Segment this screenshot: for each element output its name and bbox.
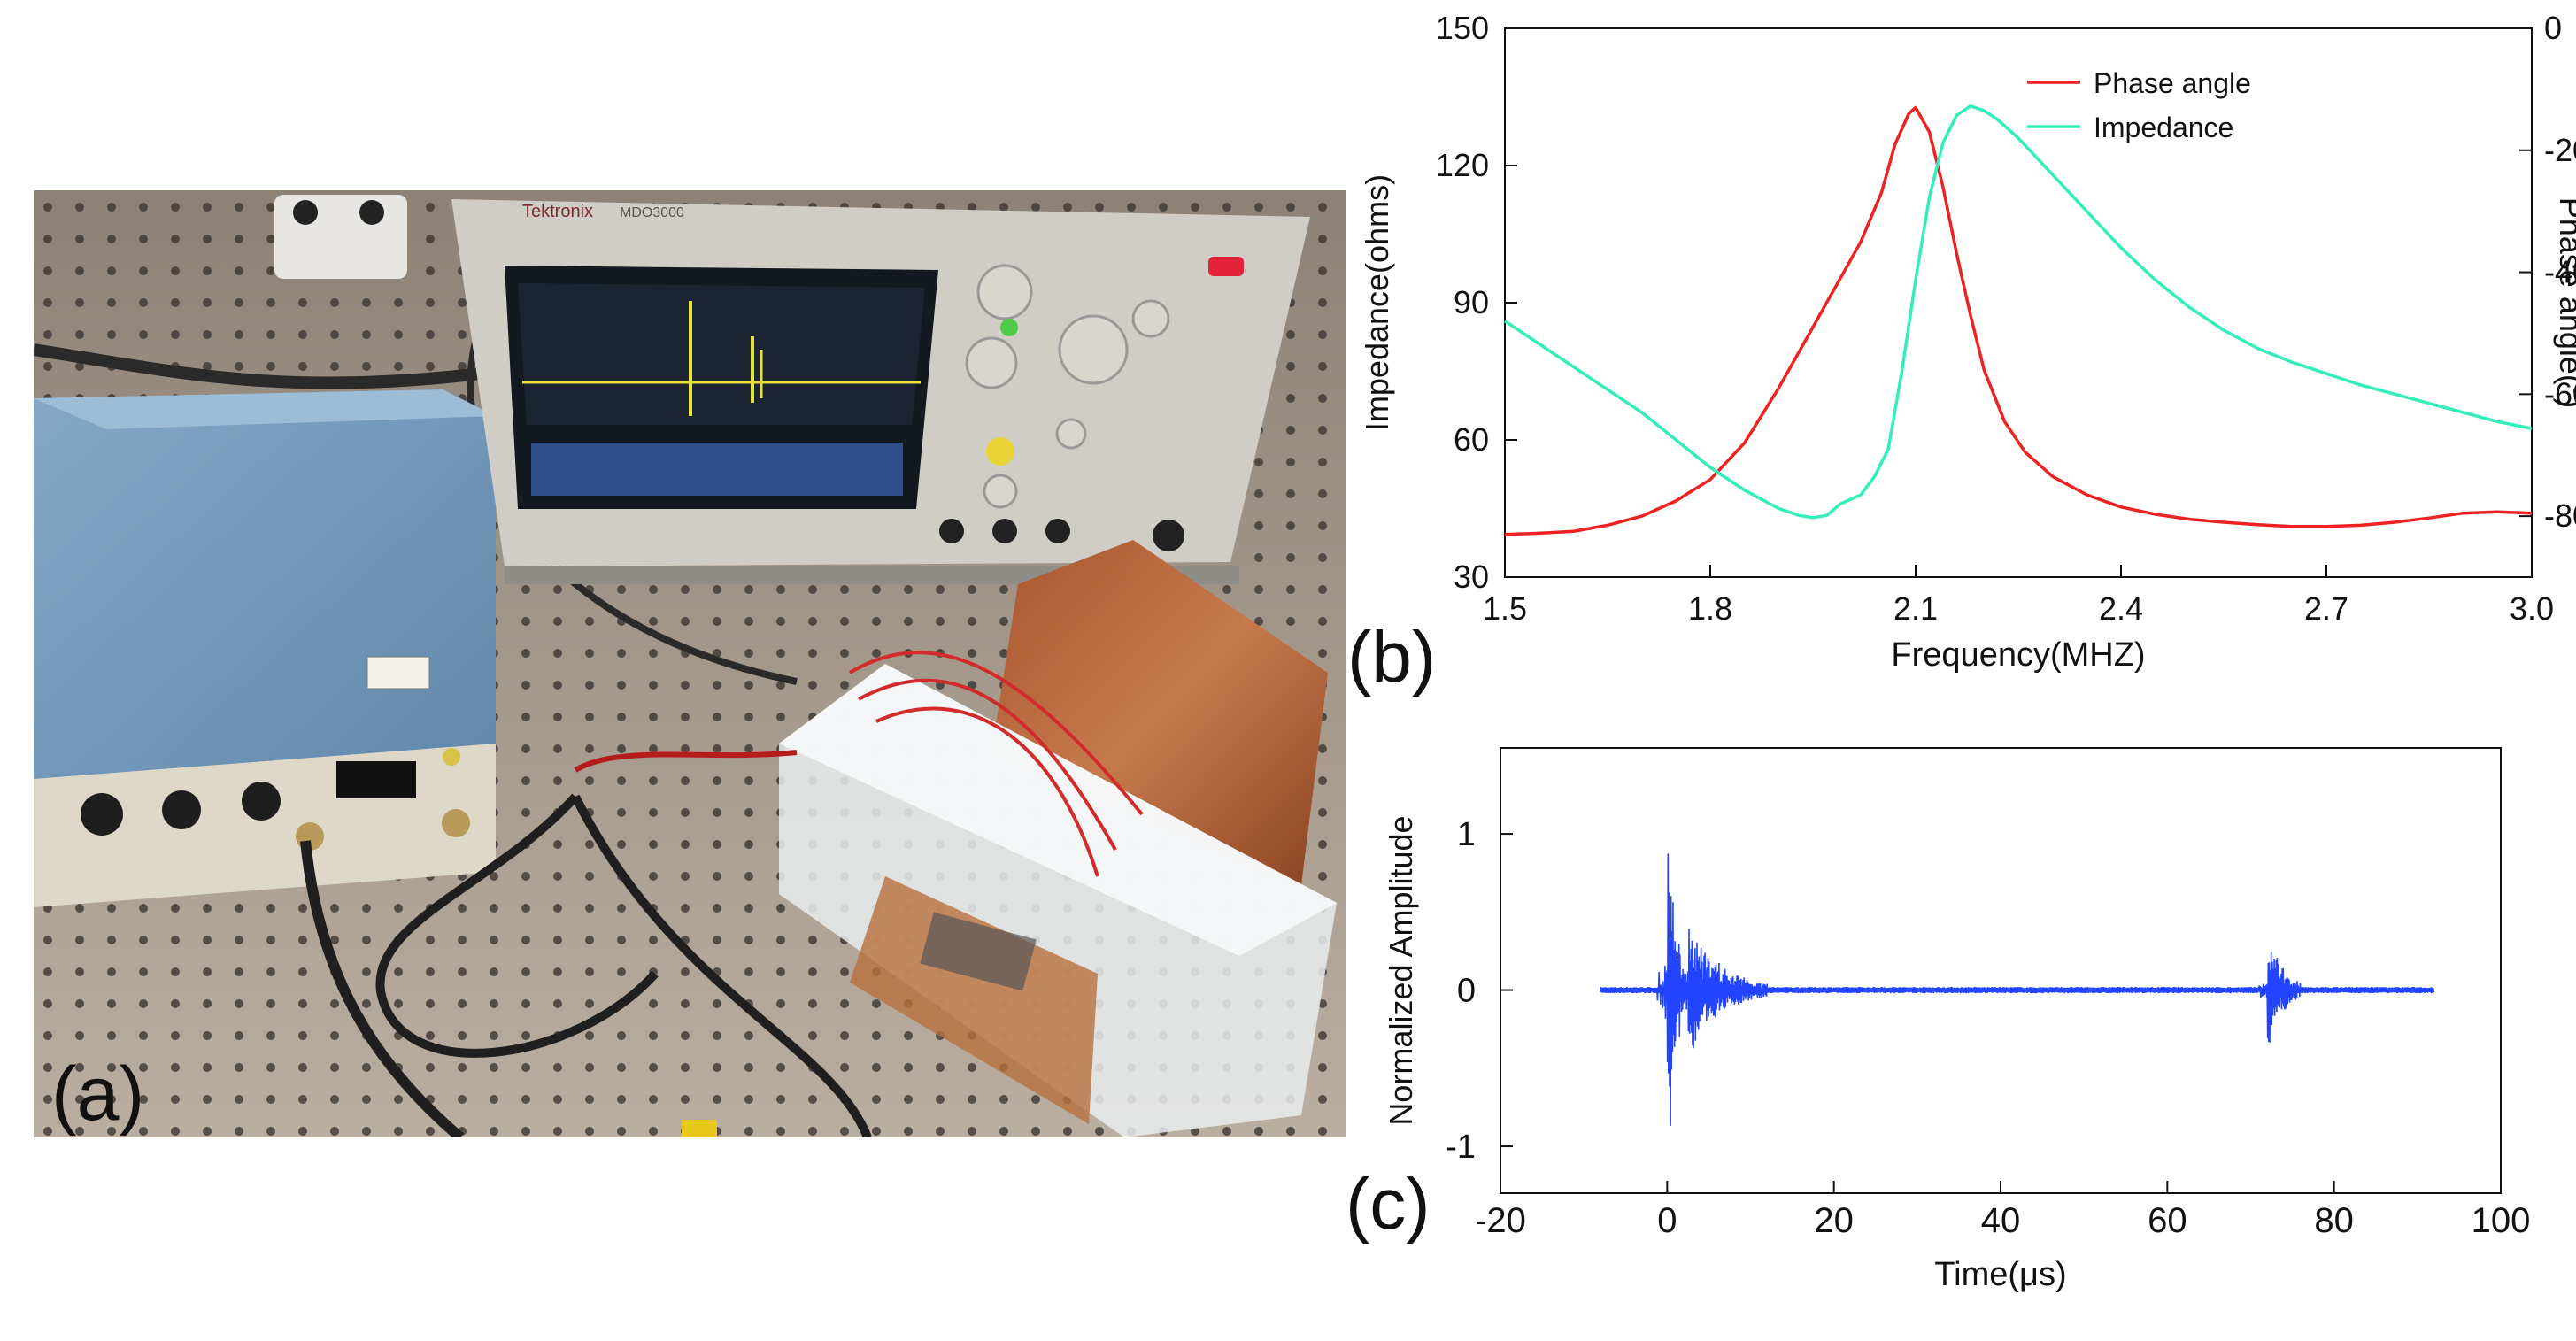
chart-c-signal-trace: [1600, 853, 2435, 1126]
copper-plate: [991, 540, 1328, 885]
chart-c-x-tick-label: 20: [1814, 1201, 1854, 1240]
normalized-amplitude-chart: -20 0 20 40 60 80 100 -1 0 1 Time(μs) Normalized …: [1346, 699, 2576, 1337]
chart-c-y-tick-label: 1: [1457, 816, 1476, 853]
chart-b-y2-axis-label: Phase angle(°): [2553, 197, 2576, 409]
chart-b-y-tick-label: 150: [1436, 10, 1489, 46]
oscilloscope-brand-text: Tektronix: [522, 202, 593, 221]
chart-b-series-impedance: [1504, 104, 2533, 520]
oscilloscope-model-text: MDO3000: [620, 205, 684, 220]
chart-c-frame: [1500, 747, 2502, 1194]
panel-b-label: (b): [1347, 617, 1436, 697]
chart-b-x-tick-label: 3.0: [2510, 590, 2554, 627]
chart-b-x-tick-label: 2.7: [2304, 590, 2348, 627]
acrylic-water-tank: [779, 651, 1337, 1137]
chart-b-x-tick-label: 2.4: [2099, 590, 2143, 627]
chart-c-x-tick-label: -20: [1475, 1201, 1526, 1240]
chart-b-frame: [1504, 27, 2533, 578]
chart-b-y-tick-label: 30: [1454, 559, 1489, 595]
chart-b-y-tick-label: 90: [1454, 284, 1489, 320]
chart-b-x-tick-label: 2.1: [1893, 590, 1938, 627]
chart-b-legend: Phase angle Impedance: [2027, 67, 2251, 143]
chart-c-x-tick-label: 0: [1657, 1201, 1677, 1240]
chart-c-x-axis-label: Time(μs): [1934, 1256, 2066, 1293]
chart-b-y2-tick-label: -20: [2544, 132, 2576, 168]
chart-c-x-tick-label: 100: [2472, 1201, 2531, 1240]
chart-c-y-tick-label: -1: [1446, 1129, 1476, 1166]
chart-b-series-phase-angle: [1504, 105, 2533, 536]
chart-b-y2-tick-label: -60: [2544, 375, 2576, 412]
panel-a-label: (a): [51, 1052, 144, 1137]
chart-b-y2-tick-label: -40: [2544, 254, 2576, 290]
chart-c-x-tick-label: 80: [2314, 1201, 2354, 1240]
chart-c-x-tick-label: 60: [2148, 1201, 2187, 1240]
legend-label: Impedance: [2094, 112, 2233, 143]
pulser-receiver-unit: [34, 389, 496, 907]
chart-b-y2-tick-label: -80: [2544, 497, 2576, 534]
chart-b-y-axis-label: Impedance(ohms): [1359, 174, 1395, 431]
chart-c-y-axis-label: Normalized Amplitude: [1383, 815, 1419, 1125]
chart-b-x-axis-label: Frequency(MHZ): [1891, 636, 2145, 674]
chart-b-y-tick-label: 120: [1436, 147, 1489, 183]
chart-b-x-tick-label: 1.5: [1483, 590, 1527, 627]
impedance-phase-chart: 1.5 1.8 2.1 2.4 2.7 3.0 30 60 90 120 150 -80 -60 -40 -…: [1346, 0, 2576, 699]
oscilloscope: Tektronix MDO3000: [451, 199, 1310, 584]
chart-c-x-tick-label: 40: [1981, 1201, 2021, 1240]
panel-c-label: (c): [1346, 1164, 1431, 1245]
chart-c-y-tick-label: 0: [1457, 973, 1476, 1010]
legend-label: Phase angle: [2094, 67, 2251, 99]
chart-b-y2-tick-label: 0: [2544, 10, 2562, 46]
chart-b-y-tick-label: 60: [1454, 421, 1489, 458]
chart-b-x-tick-label: 1.8: [1688, 590, 1732, 627]
experimental-setup-photo: Tektronix MDO3000: [31, 190, 1346, 1142]
